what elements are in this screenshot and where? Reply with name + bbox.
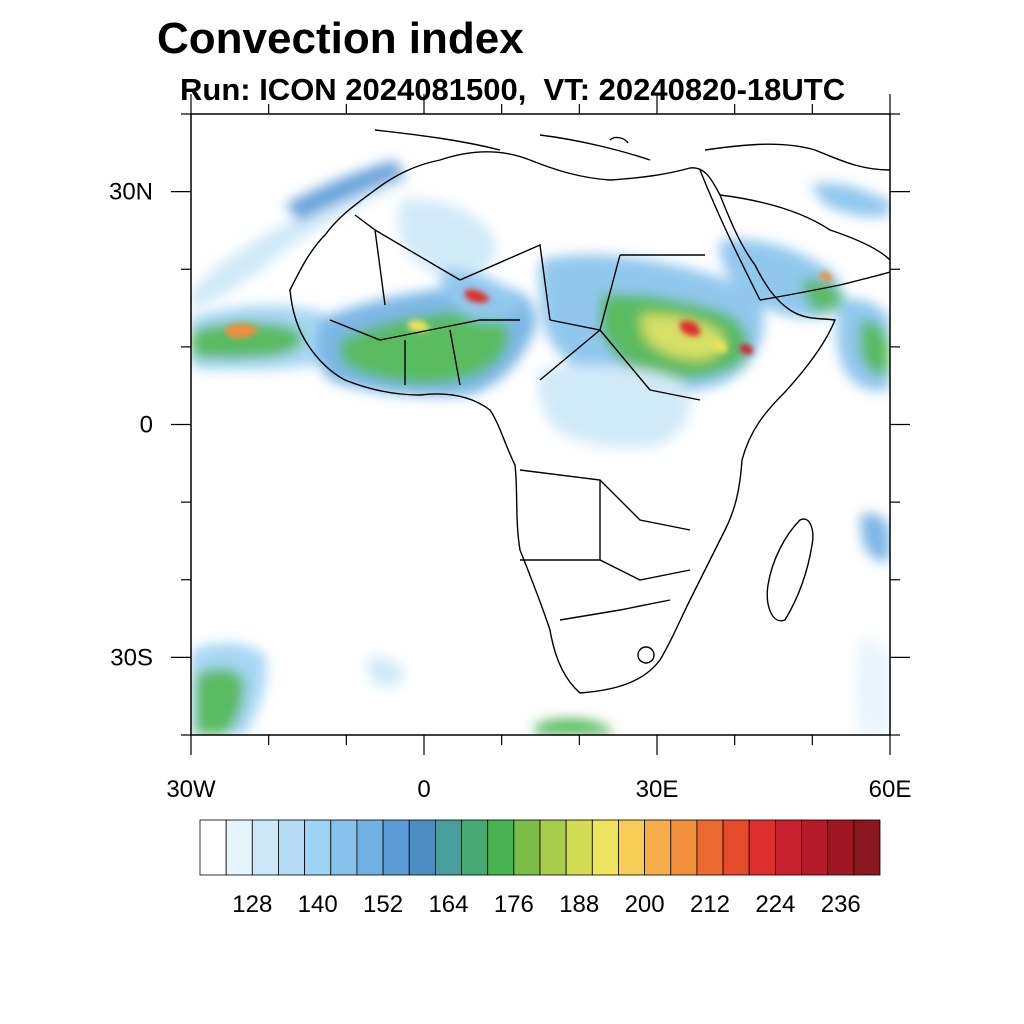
- coastlines: [289, 129, 890, 694]
- colorbar-label: 212: [690, 891, 730, 918]
- colorbar-swatch: [591, 819, 619, 876]
- colorbar-swatch: [408, 819, 436, 876]
- colorbar-swatch: [487, 819, 515, 876]
- colorbar-label: 236: [821, 891, 861, 918]
- colorbar-swatch: [199, 819, 227, 876]
- colorbar-swatch: [434, 819, 462, 876]
- longitude-axis: 30W 0 30E 60E: [166, 94, 911, 803]
- colorbar-swatch: [748, 819, 776, 876]
- colorbar-swatch: [513, 819, 541, 876]
- colorbar-label: 200: [625, 891, 665, 918]
- colorbar-swatch: [670, 819, 698, 876]
- colorbar-swatch: [801, 819, 829, 876]
- lat-tick-label: 0: [140, 412, 153, 439]
- lon-tick-label: 30E: [636, 776, 679, 803]
- lon-tick-label: 60E: [869, 776, 912, 803]
- latitude-axis: 30N 0 30S: [109, 113, 910, 736]
- colorbar: 128 140 152 164 176 188 200 212 224 236: [199, 819, 881, 918]
- colorbar-swatch: [225, 819, 253, 876]
- colorbar-swatch: [774, 819, 802, 876]
- chart-title: Convection index: [157, 14, 524, 63]
- colorbar-swatch: [382, 819, 410, 876]
- colorbar-swatch: [644, 819, 672, 876]
- colorbar-swatch: [330, 819, 358, 876]
- colorbar-label: 164: [428, 891, 468, 918]
- lat-tick-label: 30S: [110, 644, 153, 671]
- colorbar-swatch: [278, 819, 306, 876]
- colorbar-swatch: [722, 819, 750, 876]
- colorbar-swatch: [356, 819, 384, 876]
- colorbar-label: 176: [494, 891, 534, 918]
- colorbar-swatch: [565, 819, 593, 876]
- chart-subtitle: Run: ICON 2024081500, VT: 20240820-18UTC: [180, 72, 846, 107]
- colorbar-label: 188: [559, 891, 599, 918]
- colorbar-swatch: [539, 819, 567, 876]
- colorbar-swatch: [304, 819, 332, 876]
- convection-field: [191, 160, 890, 735]
- colorbar-swatch: [251, 819, 279, 876]
- colorbar-swatch: [827, 819, 855, 876]
- colorbar-swatch: [696, 819, 724, 876]
- lon-tick-label: 30W: [166, 776, 216, 803]
- colorbar-swatch: [618, 819, 646, 876]
- colorbar-swatch: [853, 819, 881, 876]
- colorbar-label: 140: [298, 891, 338, 918]
- lat-tick-label: 30N: [109, 179, 153, 206]
- colorbar-label: 128: [232, 891, 272, 918]
- lon-tick-label: 0: [417, 776, 430, 803]
- colorbar-swatch: [461, 819, 489, 876]
- colorbar-label: 224: [755, 891, 795, 918]
- colorbar-label: 152: [363, 891, 403, 918]
